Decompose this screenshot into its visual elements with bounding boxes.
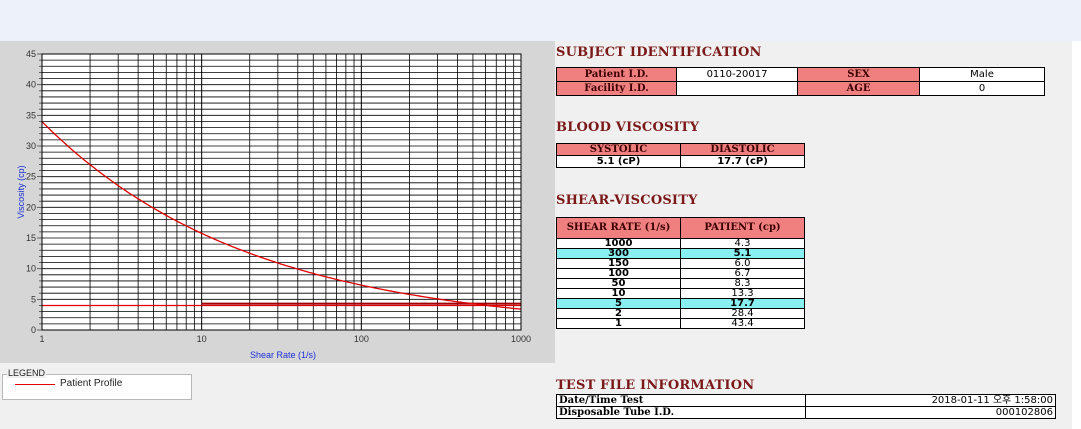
window-top-bar <box>0 0 1081 41</box>
patient-id-label: Patient I.D. <box>556 67 677 82</box>
x-tick-label: 1000 <box>511 334 531 344</box>
plot-background <box>42 54 521 330</box>
shear-rate-cell: 10 <box>556 288 681 299</box>
facility-id-value <box>676 81 798 96</box>
y-tick-label: 5 <box>31 294 36 304</box>
y-tick-label: 30 <box>26 141 36 151</box>
y-tick-label: 10 <box>26 264 36 274</box>
patient-cp-cell: 6.0 <box>680 258 805 269</box>
shear-rate-cell: 2 <box>556 308 681 319</box>
plot-border <box>41 53 522 331</box>
table-row: 300 5.1 <box>556 248 805 259</box>
age-label: AGE <box>797 81 920 96</box>
y-tick-label: 0 <box>31 325 36 335</box>
legend-line-patient <box>15 384 55 385</box>
patient-cp-cell: 5.1 <box>680 248 805 259</box>
shear-viscosity-table: SHEAR RATE (1/s) PATIENT (cp) 1000 4.3 3… <box>556 217 805 329</box>
disposable-tube-id-value: 000102806 <box>805 406 1056 419</box>
table-row: 50 8.3 <box>556 278 805 289</box>
table-row: 2 28.4 <box>556 308 805 319</box>
table-row: 5 17.7 <box>556 298 805 309</box>
date-time-test-value: 2018-01-11 오후 1:58:00 <box>805 394 1056 407</box>
legend-box <box>2 374 192 400</box>
diastolic-label: DIASTOLIC <box>680 143 805 156</box>
shear-rate-header: SHEAR RATE (1/s) <box>556 217 681 239</box>
patient-cp-header: PATIENT (cp) <box>680 217 805 239</box>
table-row: 1000 4.3 <box>556 238 805 249</box>
table-row: 100 6.7 <box>556 268 805 279</box>
systolic-value: 5.1 (cP) <box>556 155 681 168</box>
shear-rate-cell: 1 <box>556 318 681 329</box>
shear-rate-cell: 300 <box>556 248 681 259</box>
patient-profile-line <box>41 121 522 310</box>
patient-cp-cell: 13.3 <box>680 288 805 299</box>
patient-cp-cell: 43.4 <box>680 318 805 329</box>
grid-lines <box>37 53 521 331</box>
x-tick-label: 1 <box>39 334 44 344</box>
shear-rate-cell: 100 <box>556 268 681 279</box>
y-tick-label: 20 <box>26 202 36 212</box>
disposable-tube-id-label: Disposable Tube I.D. <box>556 406 806 419</box>
subject-table: Patient I.D. 0110-20017 SEX Male Facilit… <box>556 67 1045 96</box>
x-tick-label: 100 <box>354 334 369 344</box>
shear-rate-cell: 5 <box>556 298 681 309</box>
x-axis-label: Shear Rate (1/s) <box>250 350 316 360</box>
y-axis-label: Viscosity (cp) <box>16 165 26 218</box>
chart-marks <box>41 121 522 310</box>
patient-cp-cell: 28.4 <box>680 308 805 319</box>
subject-identification-title: SUBJECT IDENTIFICATION <box>556 45 762 60</box>
tick-labels: 0 5 10 15 20 25 30 35 40 45 1 10 100 1000 <box>26 49 531 344</box>
patient-cp-cell: 17.7 <box>680 298 805 309</box>
y-tick-label: 35 <box>26 110 36 120</box>
shear-rate-cell: 50 <box>556 278 681 289</box>
date-time-test-label: Date/Time Test <box>556 394 806 407</box>
table-row: 10 13.3 <box>556 288 805 299</box>
patient-cp-cell: 4.3 <box>680 238 805 249</box>
shear-viscosity-title: SHEAR-VISCOSITY <box>556 193 698 208</box>
shear-rate-cell: 150 <box>556 258 681 269</box>
test-file-info-title: TEST FILE INFORMATION <box>556 378 755 393</box>
x-tick-label: 10 <box>197 334 207 344</box>
blood-viscosity-table: SYSTOLIC DIASTOLIC 5.1 (cP) 17.7 (cP) <box>556 143 805 168</box>
right-edge-strip <box>1072 41 1081 429</box>
patient-cp-cell: 8.3 <box>680 278 805 289</box>
systolic-label: SYSTOLIC <box>556 143 681 156</box>
diastolic-value: 17.7 (cP) <box>680 155 805 168</box>
table-row: 1 43.4 <box>556 318 805 329</box>
y-tick-label: 45 <box>26 49 36 59</box>
patient-id-value: 0110-20017 <box>676 67 798 82</box>
legend-title: LEGEND <box>7 368 47 378</box>
age-value: 0 <box>919 81 1045 96</box>
test-file-table: Date/Time Test 2018-01-11 오후 1:58:00 Dis… <box>556 394 1056 419</box>
y-tick-label: 40 <box>26 80 36 90</box>
y-tick-label: 25 <box>26 172 36 182</box>
legend-label-patient: Patient Profile <box>60 378 123 389</box>
viscosity-chart: 0 5 10 15 20 25 30 35 40 45 1 10 100 1000 Shear Rate … <box>0 41 555 363</box>
sex-label: SEX <box>797 67 920 82</box>
sex-value: Male <box>919 67 1045 82</box>
viscosity-chart-svg: 0 5 10 15 20 25 30 35 40 45 1 10 100 1000 Shear Rate … <box>16 49 531 360</box>
facility-id-label: Facility I.D. <box>556 81 677 96</box>
table-row: 150 6.0 <box>556 258 805 269</box>
y-tick-label: 15 <box>26 233 36 243</box>
blood-viscosity-title: BLOOD VISCOSITY <box>556 120 700 135</box>
patient-cp-cell: 6.7 <box>680 268 805 279</box>
shear-rate-cell: 1000 <box>556 238 681 249</box>
